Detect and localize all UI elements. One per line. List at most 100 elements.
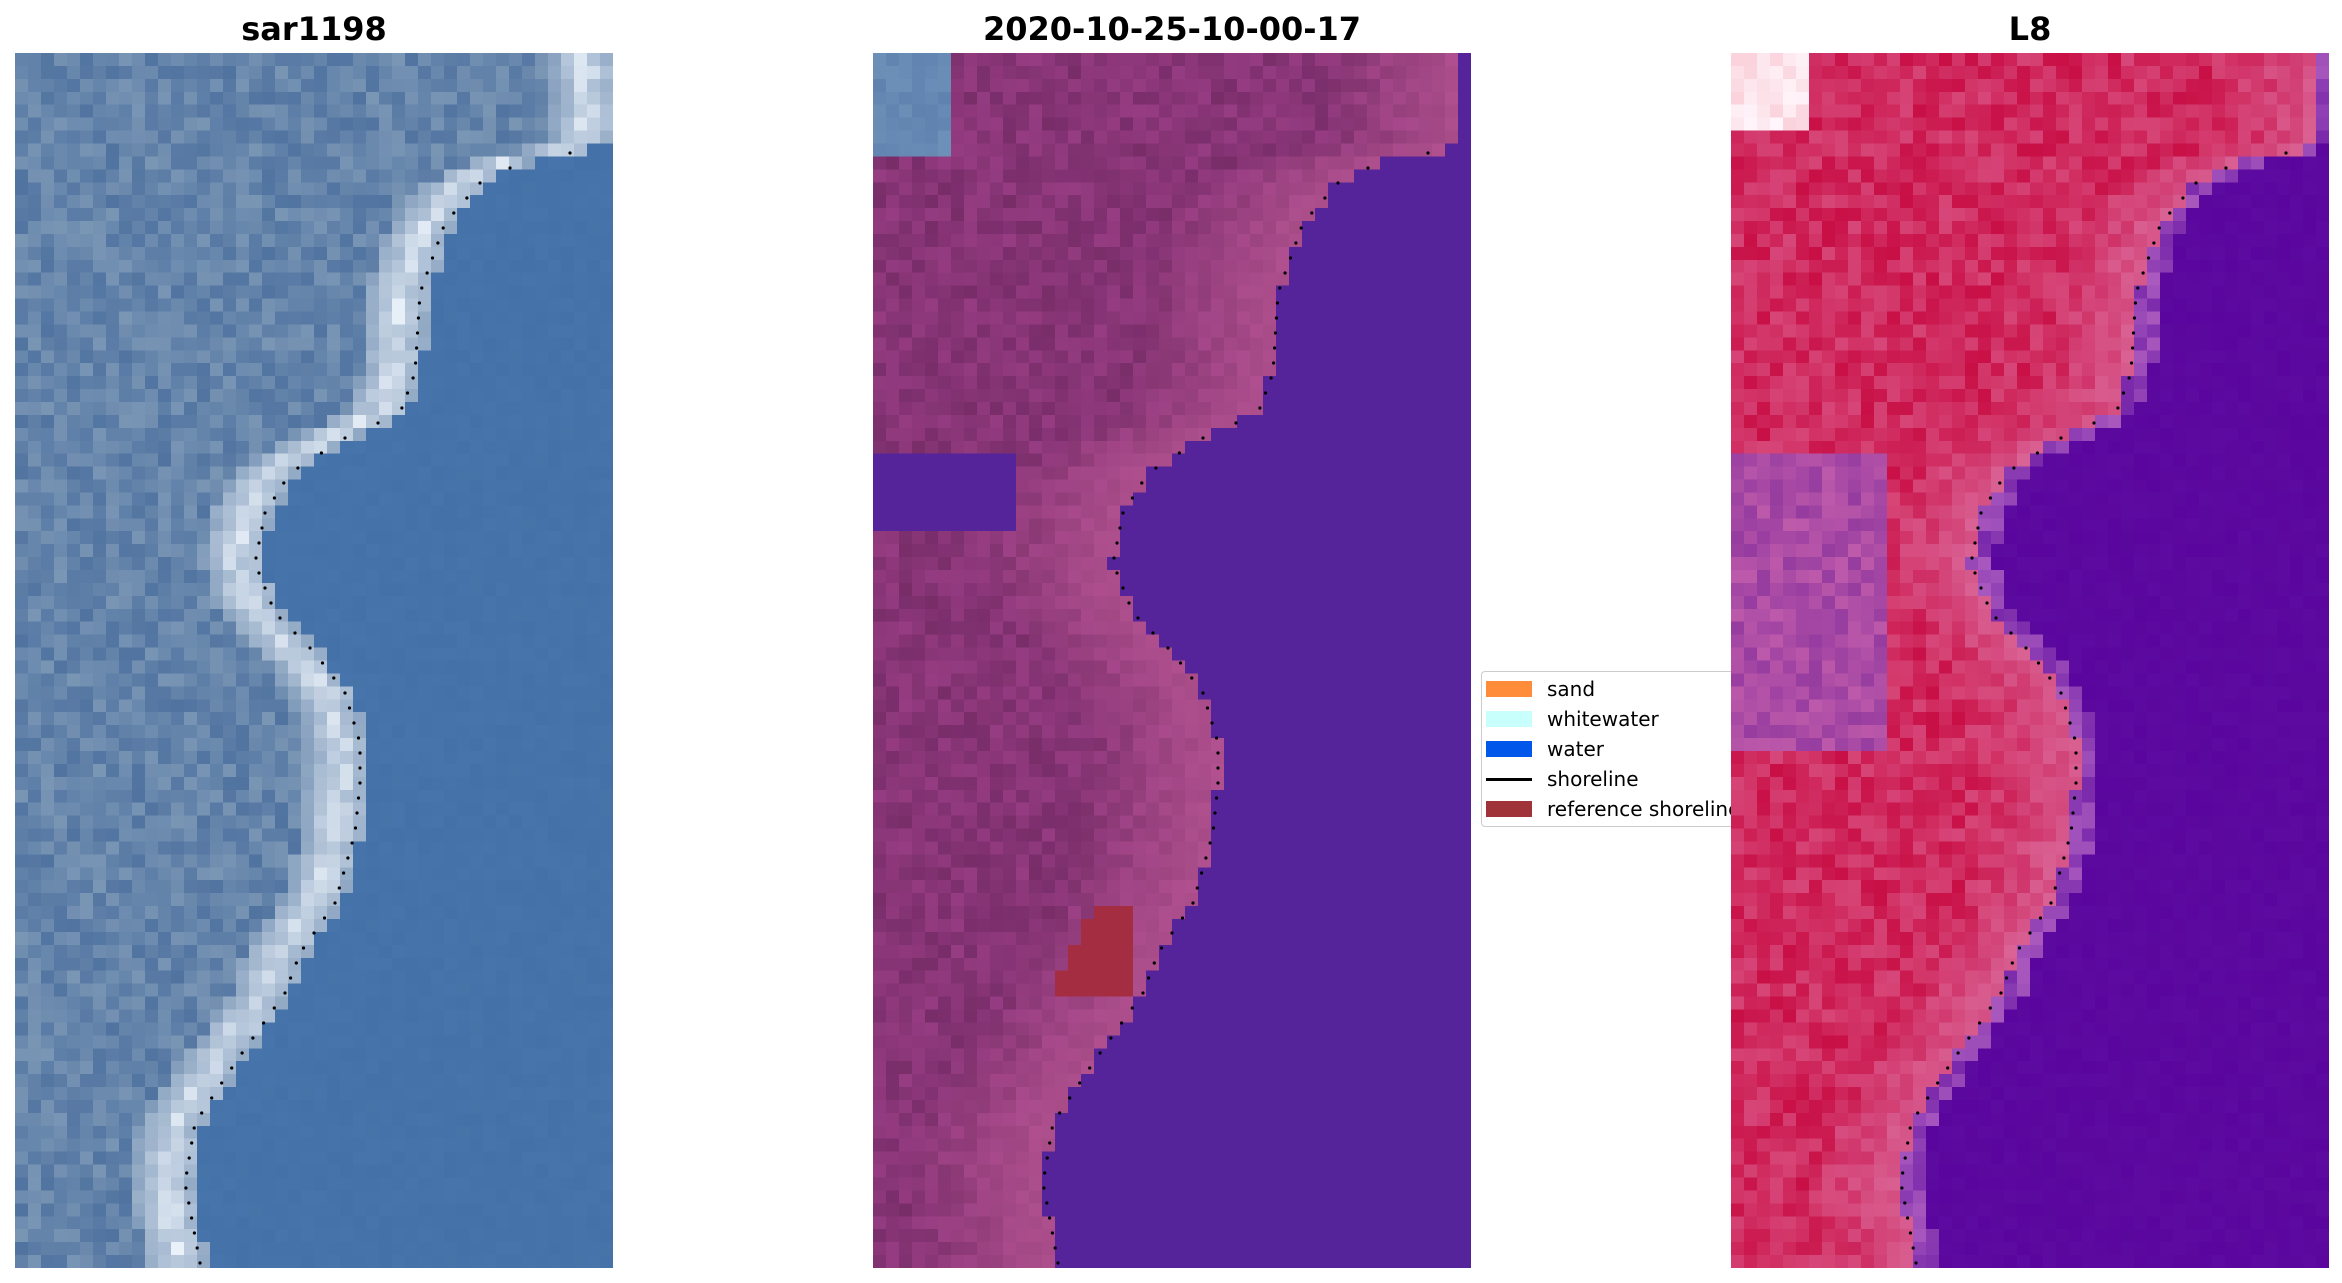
shoreline-dot	[2009, 631, 2013, 635]
shoreline-dot	[2010, 961, 2014, 965]
legend-label: shoreline	[1547, 767, 1639, 791]
shoreline-dot	[2181, 196, 2185, 200]
shoreline-dot	[441, 226, 445, 230]
shoreline-dot	[301, 946, 306, 950]
shoreline-dot	[1211, 826, 1216, 830]
shoreline-dot	[2146, 256, 2151, 260]
shoreline-dot	[405, 391, 410, 395]
shoreline-dot	[1053, 1246, 1057, 1250]
shoreline-dot	[2059, 436, 2063, 440]
shoreline-dot	[1201, 436, 1205, 440]
shoreline-dot	[1166, 646, 1170, 650]
shoreline-dot	[337, 886, 341, 890]
shoreline-dot	[1903, 1156, 1907, 1160]
shoreline-dot	[1956, 1051, 1960, 1055]
shoreline-dot	[1170, 931, 1174, 935]
shoreline-dot	[1999, 991, 2003, 995]
legend-item-whitewater: whitewater	[1481, 705, 1659, 733]
shoreline-dot	[257, 541, 261, 545]
shoreline-dot	[2072, 736, 2077, 740]
shoreline-dot	[1273, 346, 1277, 350]
legend-swatch-water	[1486, 741, 1532, 757]
shoreline-dot	[1336, 181, 1340, 185]
shoreline-dot	[263, 586, 267, 590]
shoreline-dot	[294, 961, 298, 965]
shoreline-dot	[1191, 901, 1195, 905]
shoreline-dot	[346, 856, 350, 860]
shoreline-dot	[2127, 376, 2131, 380]
shoreline-dot	[1310, 211, 1314, 215]
shoreline-dot	[1213, 811, 1217, 815]
shoreline-dot	[1058, 1111, 1062, 1115]
legend-label: whitewater	[1547, 707, 1659, 731]
shoreline-dot	[1979, 511, 1983, 515]
legend-label: sand	[1547, 677, 1596, 701]
legend-item-water: water	[1481, 735, 1604, 763]
shoreline-dot	[2048, 676, 2052, 680]
shoreline-dot	[2074, 751, 2078, 755]
shoreline-dot	[230, 1066, 234, 1070]
shoreline-dot	[2131, 346, 2135, 350]
shoreline-dot	[289, 976, 293, 980]
shoreline-dot	[416, 316, 420, 320]
shoreline-dot	[1098, 1051, 1102, 1055]
shoreline-dot	[1973, 541, 1977, 545]
shoreline-dot	[296, 466, 300, 470]
legend-swatch-whitewater	[1486, 711, 1532, 727]
shoreline-dot	[1967, 1036, 1971, 1040]
shoreline-dot	[293, 631, 297, 635]
shoreline-dot	[1205, 706, 1210, 710]
shoreline-dot	[1978, 1021, 1982, 1025]
shoreline-dot	[2092, 421, 2096, 425]
shoreline-dot	[1056, 1261, 1060, 1265]
panel-title-index: L8	[2008, 10, 2052, 48]
shoreline-dot	[2012, 466, 2016, 470]
shoreline-dot	[1109, 1036, 1113, 1040]
shoreline-dot	[352, 721, 356, 725]
shoreline-dot	[1914, 1261, 1918, 1265]
shoreline-dot	[1201, 691, 1205, 695]
shoreline-dot	[1272, 361, 1276, 365]
shoreline-dot	[257, 571, 261, 575]
shoreline-dot	[1214, 736, 1219, 740]
shoreline-dot	[1911, 1246, 1915, 1250]
shoreline-dot	[1901, 1171, 1905, 1175]
shoreline-dot	[400, 406, 404, 410]
shoreline-dot	[1121, 586, 1125, 590]
shoreline-dot	[260, 526, 264, 530]
shoreline-dot	[1216, 751, 1220, 755]
shoreline-dot	[1043, 1171, 1047, 1175]
shoreline-dot	[1366, 166, 1370, 170]
shoreline-dot	[568, 151, 572, 155]
shoreline-dot	[1946, 1066, 1950, 1070]
shoreline-dot	[2028, 931, 2032, 935]
shoreline-dot	[2024, 646, 2028, 650]
shoreline-dot	[1275, 301, 1279, 305]
shoreline-dot	[358, 751, 362, 755]
shoreline-dot	[2036, 661, 2041, 665]
shoreline-dot	[1323, 196, 1327, 200]
shoreline-dot	[452, 211, 456, 215]
shoreline-dot	[1214, 796, 1219, 800]
shoreline-dot	[2074, 781, 2078, 785]
shoreline-dot	[190, 1141, 194, 1145]
shoreline-dot	[1130, 1006, 1134, 1010]
shoreline-dot	[1294, 241, 1298, 245]
shoreline-dot	[2058, 871, 2062, 875]
shoreline-dot	[1426, 151, 1430, 155]
legend-item-sand: sand	[1481, 675, 1595, 703]
shoreline-dot	[1159, 946, 1164, 950]
shoreline-dot	[1154, 466, 1158, 470]
shoreline-dot	[2131, 331, 2136, 335]
shoreline-dot	[1204, 856, 1208, 860]
legend-swatch-reference-shoreline	[1486, 801, 1532, 817]
shoreline-dot	[1273, 331, 1278, 335]
shoreline-dot	[2038, 916, 2043, 920]
classified-image-panel	[873, 53, 1471, 1268]
shoreline-dot	[420, 286, 424, 290]
shoreline-dot	[322, 916, 327, 920]
shoreline-dot	[2072, 796, 2077, 800]
legend-item-reference-shoreline: reference shoreline	[1481, 795, 1731, 823]
shoreline-dot	[1908, 1126, 1912, 1130]
shoreline-dot	[1936, 1081, 1940, 1085]
